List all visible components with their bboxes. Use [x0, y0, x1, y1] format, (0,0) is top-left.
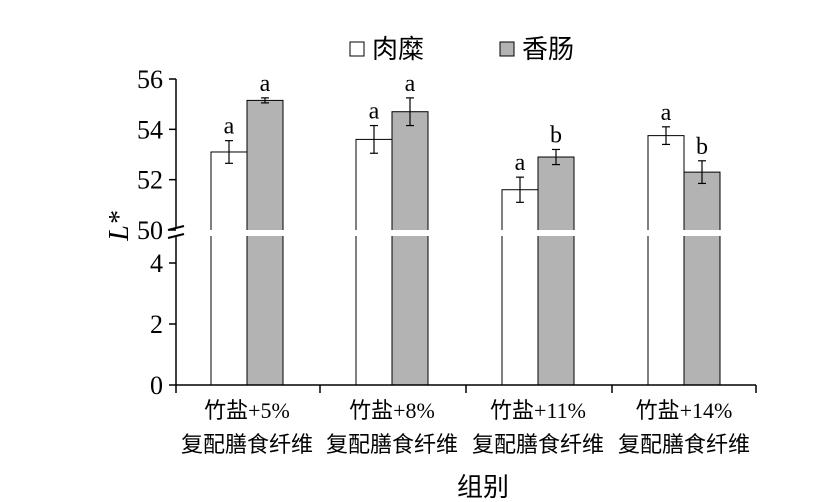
significance-label: b — [696, 134, 708, 160]
y-tick-label: 50 — [137, 216, 163, 245]
y-tick-label: 2 — [150, 310, 163, 339]
category-label: 复配膳食纤维 — [326, 432, 458, 457]
legend-label: 香肠 — [522, 35, 574, 64]
bar-meat-paste-2 — [355, 138, 393, 386]
y-tick-label: 0 — [150, 371, 163, 400]
bars — [210, 97, 721, 386]
category-label: 复配膳食纤维 — [181, 432, 313, 457]
legend-swatch — [499, 41, 515, 57]
category-label: 竹盐+11% — [490, 398, 586, 423]
significance-label: a — [661, 100, 672, 126]
category-label: 竹盐+8% — [349, 398, 435, 423]
bar-meat-paste-3 — [501, 189, 539, 386]
y-tick-label: 54 — [137, 115, 163, 144]
bar-sausage-4 — [683, 171, 721, 386]
significance-label: a — [224, 114, 235, 140]
category-label: 竹盐+14% — [636, 398, 733, 423]
significance-label: a — [405, 71, 416, 97]
break-mark — [167, 233, 185, 239]
x-axis-title: 组别 — [457, 473, 509, 502]
significance-label: a — [515, 150, 526, 176]
significance-label: a — [260, 71, 271, 97]
category-label: 复配膳食纤维 — [472, 432, 604, 457]
category-label: 复配膳食纤维 — [618, 432, 750, 457]
axes — [167, 78, 757, 393]
bar-sausage-3 — [537, 156, 575, 386]
y-tick-label: 56 — [137, 65, 163, 94]
category-label: 竹盐+5% — [204, 398, 290, 423]
y-tick-label: 52 — [137, 166, 163, 195]
legend-swatch — [349, 41, 365, 57]
axis-break-band — [177, 230, 757, 236]
bar-sausage-2 — [391, 111, 429, 386]
bar-meat-paste-4 — [647, 135, 685, 386]
significance-label: b — [550, 122, 562, 148]
legend: 肉糜 香肠 — [349, 35, 574, 64]
y-axis-title: L* — [104, 211, 135, 242]
legend-label: 肉糜 — [372, 35, 424, 64]
significance-label: a — [369, 99, 380, 125]
y-tick-label: 4 — [150, 249, 163, 278]
bar-meat-paste-1 — [210, 151, 248, 386]
bar-sausage-1 — [246, 99, 284, 386]
